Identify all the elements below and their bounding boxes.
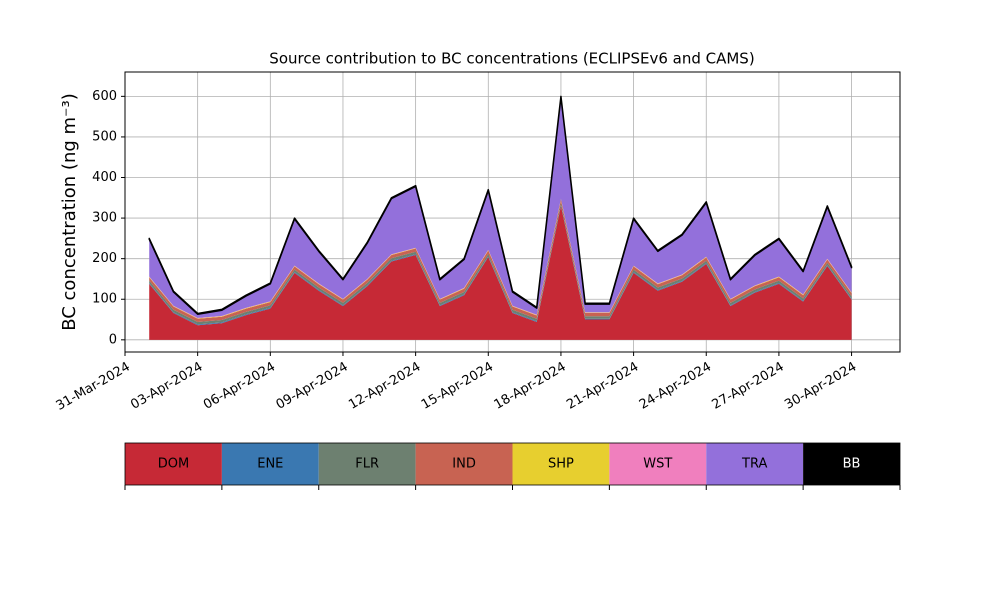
- x-tick-label: 30-Apr-2024: [782, 360, 859, 413]
- x-tick-label: 18-Apr-2024: [492, 360, 569, 413]
- y-tick-label: 400: [92, 170, 117, 185]
- legend-label: FLR: [355, 457, 379, 472]
- area: [149, 199, 852, 322]
- y-tick-label: 0: [109, 332, 117, 347]
- x-tick-label: 15-Apr-2024: [419, 360, 496, 413]
- y-axis-label: BC concentration (ng m⁻³): [59, 93, 80, 331]
- legend-label: WST: [643, 457, 672, 472]
- legend-swatch: [221, 443, 319, 485]
- legend-swatch: [415, 443, 513, 485]
- y-tick-label: 600: [92, 89, 117, 104]
- chart-title: Source contribution to BC concentrations…: [269, 50, 754, 68]
- area: [148, 95, 853, 316]
- legend-swatch: [609, 443, 707, 485]
- x-tick-label: 21-Apr-2024: [564, 360, 641, 413]
- y-tick-label: 200: [92, 251, 117, 266]
- legend-label: SHP: [548, 457, 574, 472]
- y-tick-label: 500: [92, 129, 117, 144]
- plot-frame: [124, 71, 901, 353]
- x-tick-label: 03-Apr-2024: [128, 360, 205, 413]
- x-tick-label: 27-Apr-2024: [710, 360, 787, 413]
- legend-swatch: [125, 443, 222, 485]
- legend-label: BB: [843, 457, 861, 472]
- legend-label: TRA: [741, 457, 767, 472]
- area: [149, 205, 852, 340]
- y-tick-label: 100: [92, 292, 117, 307]
- legend-frame: [124, 442, 901, 486]
- legend-swatch: [512, 443, 610, 485]
- area: [149, 97, 852, 318]
- legend-label: ENE: [257, 457, 283, 472]
- legend-label: IND: [452, 457, 476, 472]
- legend-label: DOM: [158, 457, 189, 472]
- legend-swatch: [318, 443, 416, 485]
- x-tick-label: 31-Mar-2024: [54, 360, 133, 414]
- x-tick-label: 12-Apr-2024: [346, 360, 423, 413]
- x-tick-label: 09-Apr-2024: [274, 360, 351, 413]
- x-tick-label: 24-Apr-2024: [637, 360, 714, 413]
- y-tick-label: 300: [92, 211, 117, 226]
- legend-swatch: [706, 443, 804, 485]
- legend-swatch: [803, 443, 900, 485]
- x-tick-label: 06-Apr-2024: [201, 360, 278, 413]
